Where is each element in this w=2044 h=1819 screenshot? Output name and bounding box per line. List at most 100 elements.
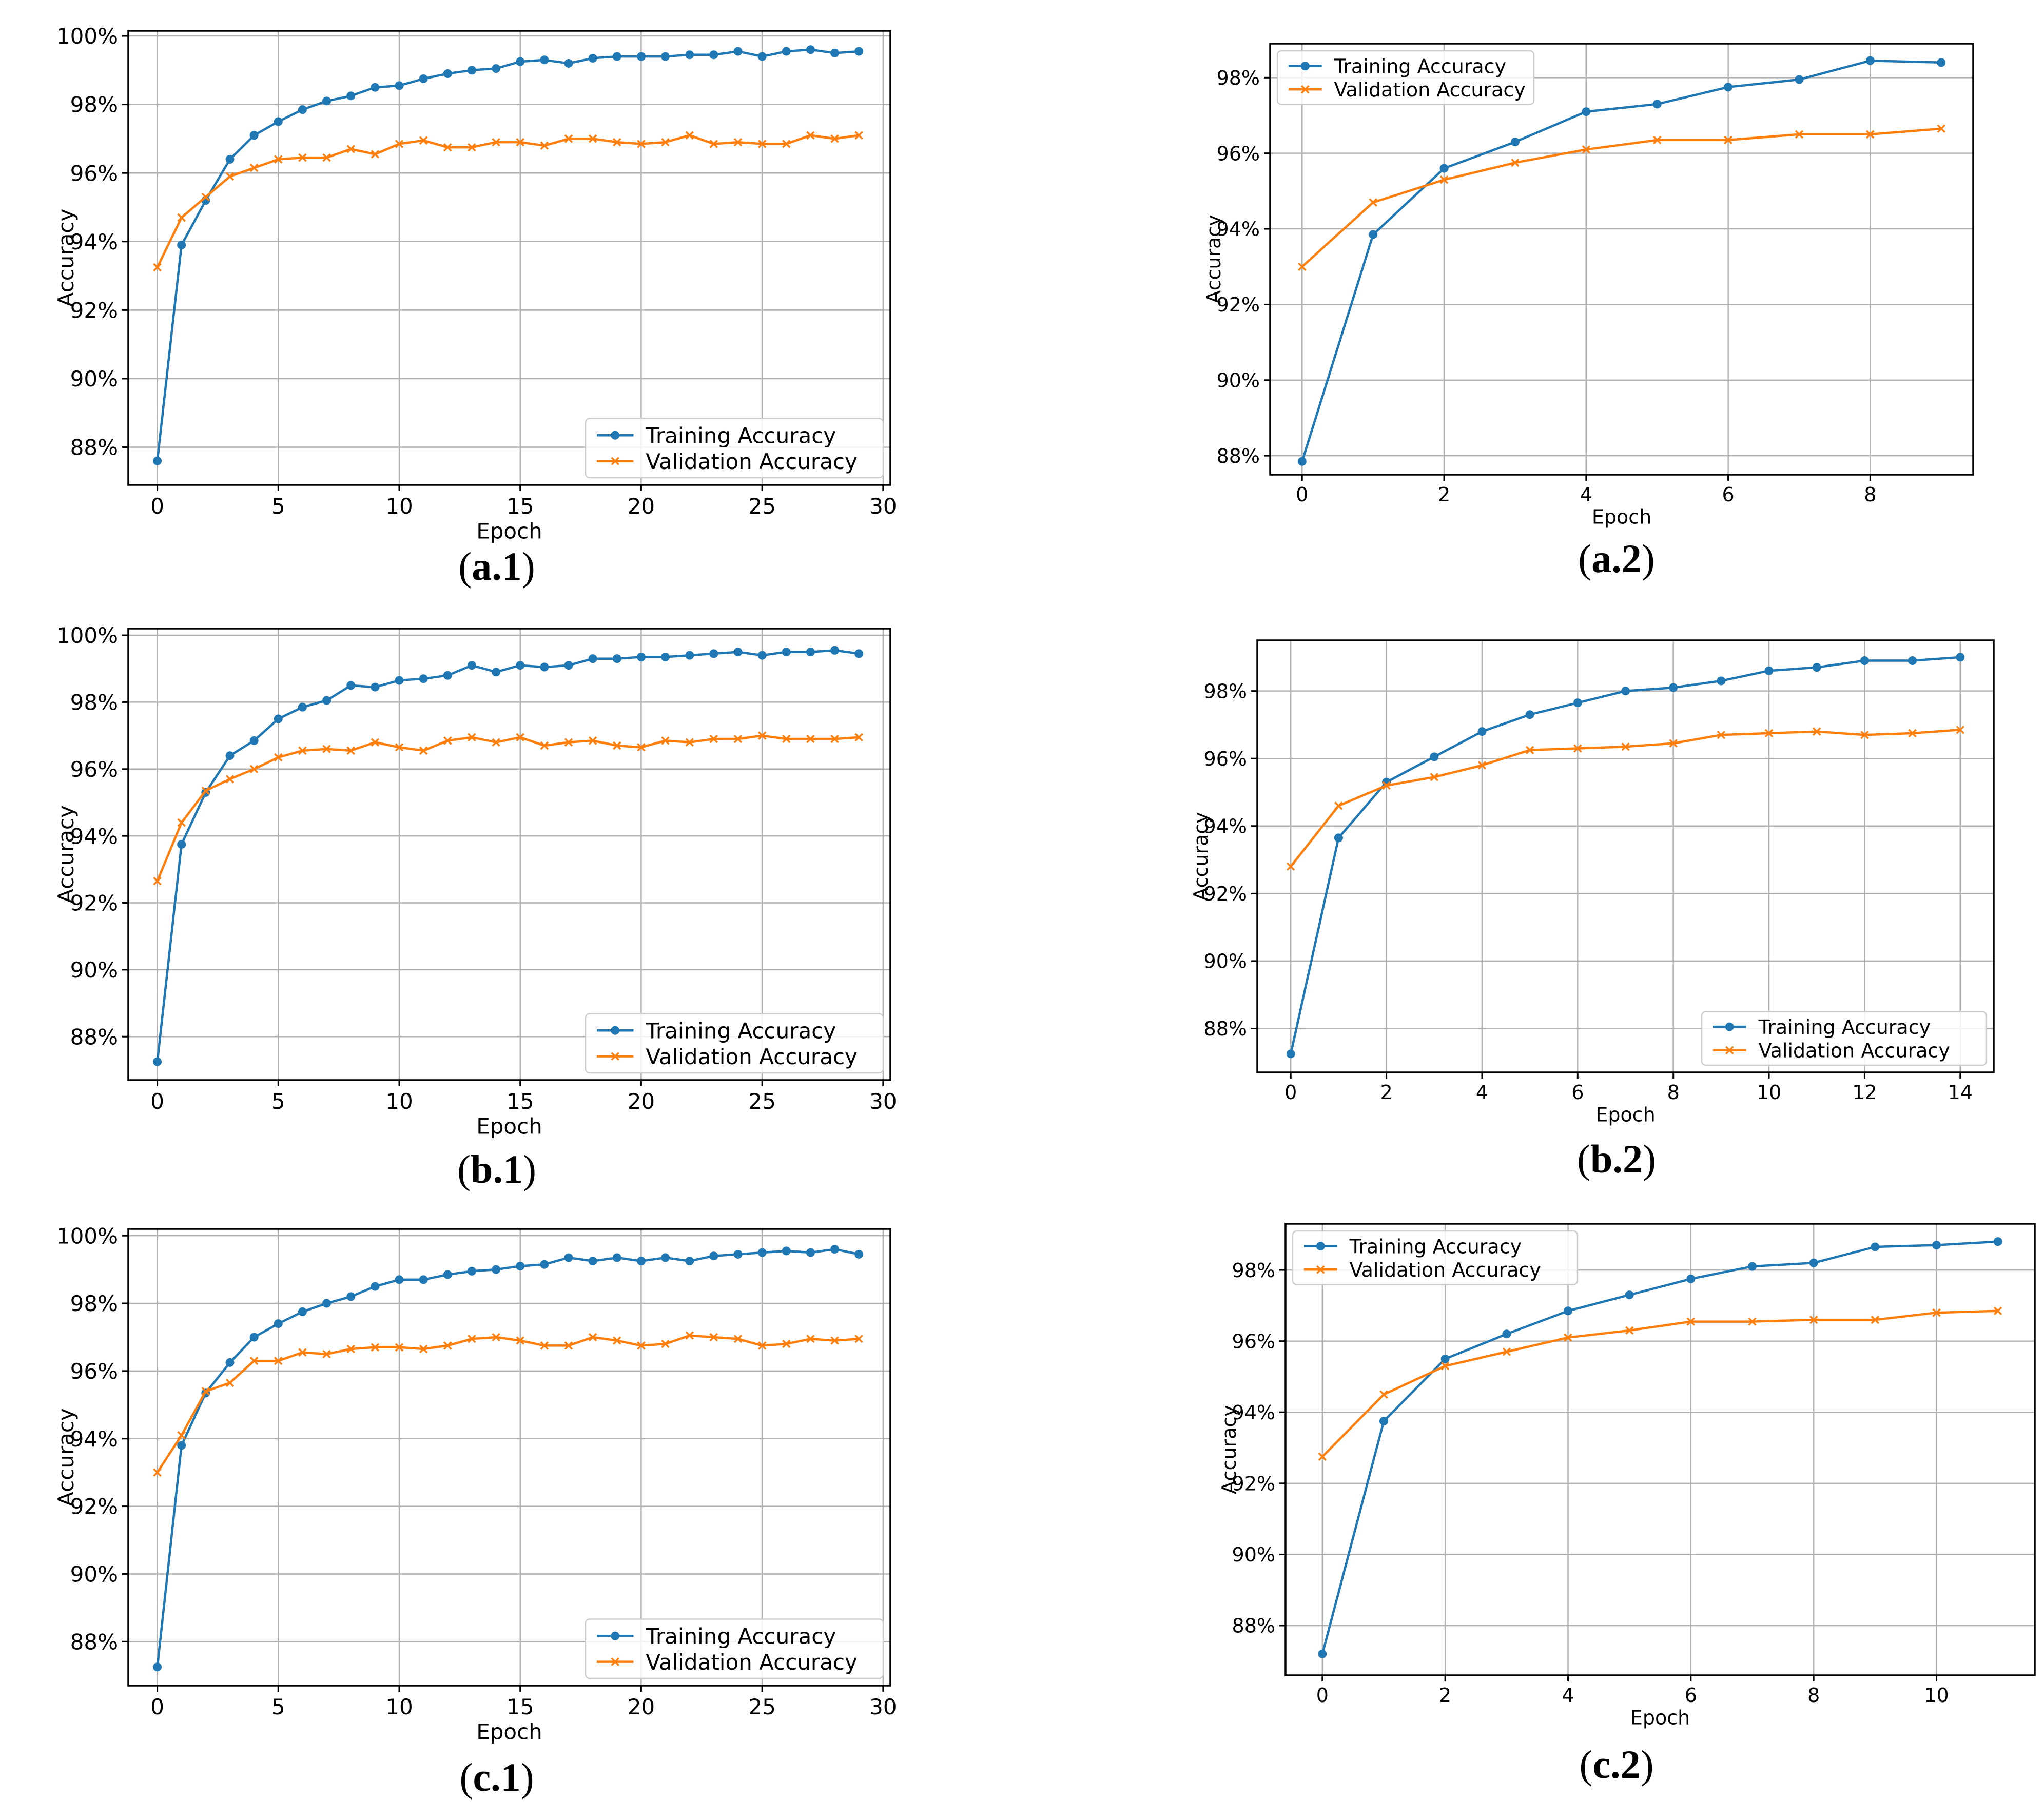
y-tick-label: 94% xyxy=(1204,815,1247,837)
chart-panel-a1: 0 5 10 15 20 25 30 88% 90% 92% 94% 96% 98% 100% Epoch A… xyxy=(53,24,897,589)
validation-accuracy-point xyxy=(1440,1361,1450,1371)
validation-accuracy-point xyxy=(249,765,259,774)
validation-accuracy-point xyxy=(1717,730,1726,739)
y-tick-label: 96% xyxy=(1232,1330,1275,1353)
caption-part: ( xyxy=(457,1147,471,1191)
y-tick-label: 94% xyxy=(1232,1401,1275,1424)
panel-caption: (b.1) xyxy=(457,1147,536,1191)
training-accuracy-point xyxy=(274,117,283,126)
validation-accuracy-point xyxy=(1582,145,1591,154)
caption-part: c xyxy=(1592,1742,1610,1787)
x-tick-label: 2 xyxy=(1439,1684,1451,1707)
x-tick-label: 6 xyxy=(1722,483,1734,506)
caption-part: 2 xyxy=(1622,536,1642,581)
caption-part: . xyxy=(1611,536,1622,581)
validation-accuracy-point xyxy=(1932,1308,1941,1317)
training-accuracy-point xyxy=(346,91,356,101)
x-tick-label: 8 xyxy=(1667,1081,1680,1104)
training-accuracy-point xyxy=(1809,1258,1818,1267)
legend-box xyxy=(1292,1230,1579,1285)
x-tick-label: 14 xyxy=(1948,1081,1973,1104)
training-accuracy-point xyxy=(249,736,259,745)
y-axis-label: Accuracy xyxy=(53,1408,79,1507)
validation-accuracy-point xyxy=(685,131,694,140)
x-tick-label: 20 xyxy=(628,1694,655,1719)
x-tick-label: 15 xyxy=(507,1694,534,1719)
validation-accuracy-point xyxy=(782,734,791,744)
x-tick-label: 4 xyxy=(1580,483,1592,506)
training-accuracy-point xyxy=(274,714,283,723)
legend-marker-dot xyxy=(611,1026,620,1035)
training-accuracy-point xyxy=(709,649,718,658)
legend-label-validation: Validation Accuracy xyxy=(646,1044,858,1069)
training-accuracy-point xyxy=(757,52,767,61)
y-tick-label: 94% xyxy=(70,229,118,255)
x-tick-label: 0 xyxy=(150,1694,164,1719)
training-accuracy-point xyxy=(1439,164,1449,173)
training-accuracy-point xyxy=(249,131,259,140)
y-tick-label: 96% xyxy=(1217,142,1260,165)
training-accuracy-point xyxy=(516,1262,525,1271)
training-accuracy-point xyxy=(1764,666,1774,675)
caption-part: ) xyxy=(1642,536,1655,581)
validation-accuracy-point xyxy=(540,741,549,750)
validation-accuracy-point xyxy=(830,134,839,143)
caption-part: ) xyxy=(523,1147,536,1191)
y-tick-label: 98% xyxy=(1204,680,1247,702)
training-accuracy-point xyxy=(782,648,791,657)
validation-accuracy-point xyxy=(1382,781,1391,790)
validation-accuracy-point xyxy=(1573,744,1582,753)
validation-accuracy-point xyxy=(371,1343,380,1352)
validation-accuracy-line xyxy=(1290,729,1960,868)
validation-accuracy-point xyxy=(153,876,162,886)
validation-accuracy-point xyxy=(1369,198,1377,207)
x-tick-label: 5 xyxy=(271,494,285,519)
validation-accuracy-point xyxy=(1334,801,1343,810)
x-axis-label: Epoch xyxy=(1630,1707,1690,1729)
validation-accuracy-point xyxy=(1795,130,1804,139)
validation-accuracy-point xyxy=(1502,1347,1511,1356)
x-tick-label: 2 xyxy=(1438,483,1450,506)
legend-label-validation: Validation Accuracy xyxy=(1759,1039,1950,1062)
validation-accuracy-point xyxy=(1430,773,1439,781)
validation-accuracy-point xyxy=(1908,729,1917,738)
validation-accuracy-point xyxy=(395,743,404,752)
training-accuracy-point xyxy=(225,751,235,760)
training-accuracy-point xyxy=(419,74,428,84)
validation-accuracy-point xyxy=(1748,1317,1757,1326)
validation-accuracy-point xyxy=(1625,1326,1634,1335)
validation-accuracy-point xyxy=(1286,862,1295,871)
validation-accuracy-point xyxy=(516,733,524,742)
training-accuracy-point xyxy=(1993,1237,2002,1246)
training-accuracy-point xyxy=(322,696,332,705)
y-tick-label: 90% xyxy=(70,957,118,983)
training-accuracy-point xyxy=(177,839,186,849)
training-accuracy-point xyxy=(588,654,597,663)
validation-accuracy-point xyxy=(201,786,210,795)
caption-part: 1 xyxy=(503,1147,523,1191)
training-accuracy-point xyxy=(636,652,646,661)
training-accuracy-point xyxy=(636,52,646,61)
validation-accuracy-point xyxy=(177,818,186,827)
training-accuracy-point xyxy=(298,1307,307,1317)
validation-accuracy-point xyxy=(540,1341,549,1350)
training-accuracy-line xyxy=(156,1248,860,1667)
legend-marker-dot xyxy=(1300,62,1310,71)
validation-accuracy-point xyxy=(492,738,500,747)
training-accuracy-point xyxy=(854,47,864,56)
panel-caption: (c.1) xyxy=(459,1755,534,1800)
training-accuracy-point xyxy=(1582,107,1591,116)
y-tick-label: 92% xyxy=(70,298,118,323)
x-tick-label: 5 xyxy=(271,1089,285,1114)
caption-part: 2 xyxy=(1621,1742,1641,1787)
validation-accuracy-point xyxy=(225,172,235,181)
x-axis-label: Epoch xyxy=(1592,506,1651,529)
validation-accuracy-point xyxy=(588,736,597,745)
validation-accuracy-point xyxy=(733,138,743,147)
caption-part: c xyxy=(473,1755,491,1800)
validation-accuracy-point xyxy=(419,136,428,145)
